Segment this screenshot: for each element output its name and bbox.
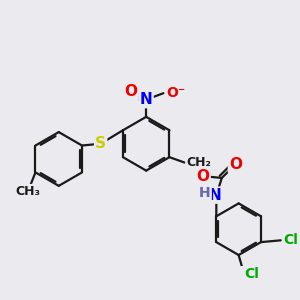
Text: N: N bbox=[140, 92, 152, 107]
Text: H: H bbox=[199, 186, 211, 200]
Text: O⁻: O⁻ bbox=[166, 86, 185, 100]
Text: Cl: Cl bbox=[245, 267, 260, 281]
Text: N: N bbox=[208, 188, 221, 203]
Text: O: O bbox=[196, 169, 210, 184]
Text: CH₃: CH₃ bbox=[16, 185, 41, 198]
Text: CH₂: CH₂ bbox=[186, 156, 211, 169]
Text: S: S bbox=[95, 136, 106, 151]
Text: O: O bbox=[229, 157, 242, 172]
Text: O: O bbox=[124, 84, 138, 99]
Text: Cl: Cl bbox=[284, 233, 298, 247]
